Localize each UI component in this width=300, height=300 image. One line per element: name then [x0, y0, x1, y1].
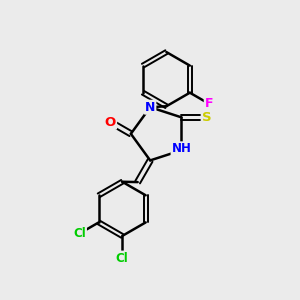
Text: F: F	[205, 97, 213, 110]
Text: NH: NH	[172, 142, 191, 155]
Text: Cl: Cl	[73, 227, 86, 240]
Text: Cl: Cl	[116, 251, 129, 265]
Text: S: S	[202, 111, 211, 124]
Text: O: O	[105, 116, 116, 128]
Text: N: N	[145, 101, 155, 114]
